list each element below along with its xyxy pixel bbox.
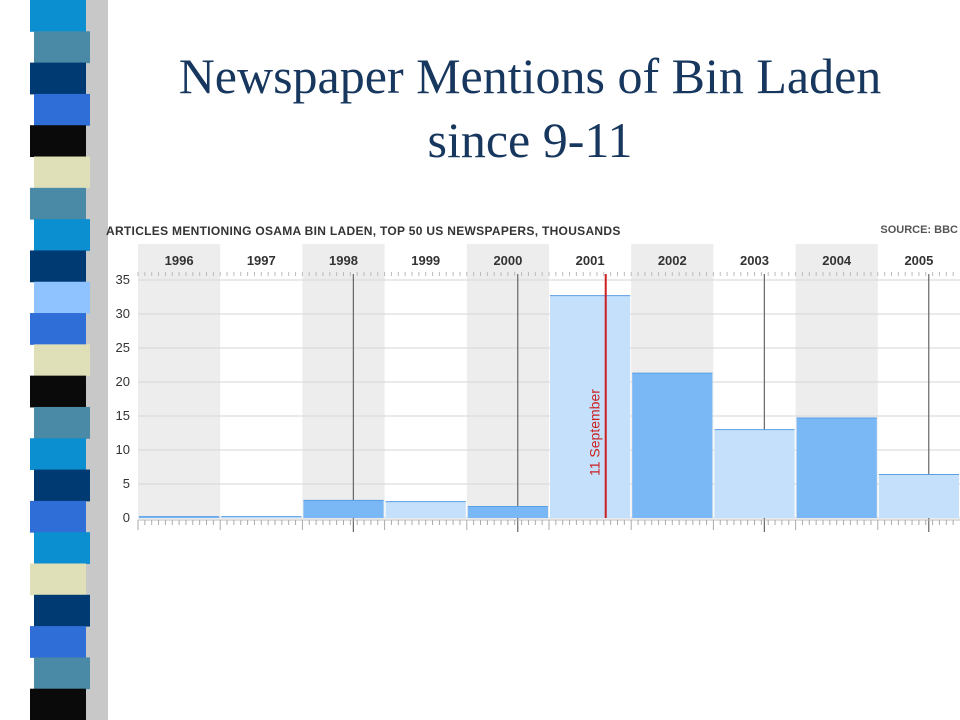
bar-1999: [385, 501, 466, 518]
chart-source: SOURCE: BBC: [880, 224, 958, 236]
x-year-label: 2001: [576, 253, 605, 268]
x-year-label: 1997: [247, 253, 276, 268]
y-tick-label: 5: [123, 476, 130, 491]
bar-1998: [303, 500, 384, 518]
bar-1997: [221, 516, 302, 518]
strip-block: [34, 406, 90, 439]
slide-title: Newspaper Mentions of Bin Laden since 9-…: [178, 48, 882, 168]
year-band-1996: [138, 244, 221, 518]
strip-block: [30, 62, 86, 95]
y-tick-label: 25: [116, 340, 130, 355]
strip-block: [30, 688, 86, 720]
bar-chart: 0 5 10 15 20 25 30 35 1996 1997 1998 1999 2000 2001 20…: [116, 244, 960, 532]
year-band-1998: [302, 244, 385, 518]
y-tick-label: 15: [116, 408, 130, 423]
x-year-label: 2005: [904, 253, 933, 268]
strip-block: [34, 93, 90, 126]
x-year-label: 2002: [658, 253, 687, 268]
strip-shadow: [86, 0, 108, 720]
strip-block: [30, 438, 86, 471]
strip-block: [34, 219, 90, 251]
strip-block: [30, 187, 86, 220]
x-year-label: 1999: [411, 253, 440, 268]
strip-block: [30, 563, 86, 596]
strip-block: [30, 500, 86, 533]
strip-block: [30, 375, 86, 408]
bar-2004: [796, 418, 877, 518]
strip-block: [34, 532, 90, 564]
y-tick-label: 10: [116, 442, 130, 457]
y-tick-label: 20: [116, 374, 130, 389]
x-year-label: 2003: [740, 253, 769, 268]
strip-block: [34, 156, 90, 189]
x-year-label: 2000: [493, 253, 522, 268]
year-band-2000: [466, 244, 549, 518]
strip-block: [34, 657, 90, 690]
strip-block: [34, 344, 90, 377]
strip-block: [30, 626, 86, 658]
x-year-label: 2004: [822, 253, 852, 268]
strip-block: [34, 281, 90, 314]
bar-2001: [550, 295, 631, 518]
strip-block: [34, 469, 90, 502]
bar-2000: [467, 506, 548, 518]
y-tick-label: 0: [123, 510, 130, 525]
strip-block: [30, 125, 86, 158]
y-tick-label: 30: [116, 306, 130, 321]
annotation-label: 11 September: [587, 389, 603, 476]
strip-block: [34, 594, 90, 627]
x-year-label: 1998: [329, 253, 358, 268]
x-year-label: 1996: [165, 253, 194, 268]
chart-title: ARTICLES MENTIONING OSAMA BIN LADEN, TOP…: [106, 224, 621, 238]
bar-2005: [878, 474, 959, 518]
strip-block: [30, 313, 86, 345]
strip-block: [30, 250, 86, 283]
bar-2003: [714, 429, 795, 518]
y-tick-label: 35: [116, 272, 130, 287]
bar-1996: [139, 516, 220, 518]
decorative-side-strip: [30, 0, 108, 720]
strip-block: [34, 31, 90, 64]
bar-2002: [632, 373, 713, 518]
chart-header: ARTICLES MENTIONING OSAMA BIN LADEN, TOP…: [104, 224, 960, 244]
strip-block: [30, 0, 86, 32]
